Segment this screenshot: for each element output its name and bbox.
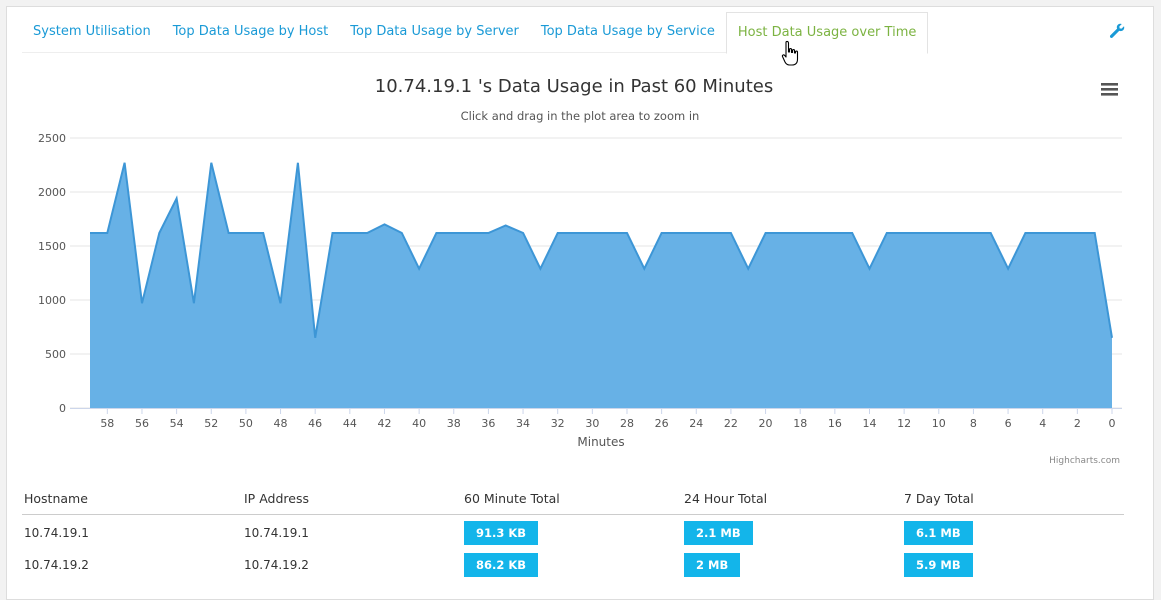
usage-area-series[interactable] [90, 162, 1112, 408]
highcharts-credits-link[interactable]: Highcharts.com [1049, 456, 1120, 466]
tab-bar: System Utilisation Top Data Usage by Hos… [22, 12, 929, 56]
x-tick-label: 26 [655, 417, 669, 430]
menu-bar [1101, 93, 1118, 96]
tab-top-data-usage-by-server[interactable]: Top Data Usage by Server [339, 12, 530, 53]
tab-top-data-usage-by-host[interactable]: Top Data Usage by Host [161, 12, 340, 53]
x-tick-label: 22 [724, 417, 738, 430]
badge-60-minute-total: 91.3 KB [464, 521, 539, 545]
y-tick-label: 500 [45, 348, 66, 361]
x-tick-label: 50 [239, 417, 253, 430]
x-tick-label: 34 [516, 417, 530, 430]
header-hostname[interactable]: Hostname [24, 490, 88, 506]
x-tick-label: 24 [689, 417, 703, 430]
x-tick-label: 42 [377, 417, 391, 430]
usage-line-series[interactable] [90, 162, 1113, 338]
x-tick-label: 58 [100, 417, 114, 430]
badge-7-day-total: 5.9 MB [904, 553, 973, 577]
x-tick-label: 56 [135, 417, 149, 430]
x-axis-ticks: 58 56 54 52 50 48 46 44 42 40 38 36 34 32 30 28 26 24 22 20… [100, 408, 1116, 430]
table-row: 10.74.19.2 10.74.19.2 86.2 KB 2 MB 5.9 M… [22, 551, 1124, 579]
x-tick-label: 8 [970, 417, 977, 430]
x-tick-label: 4 [1039, 417, 1046, 430]
x-tick-label: 38 [447, 417, 461, 430]
chart-subtitle: Click and drag in the plot area to zoom … [461, 109, 700, 123]
x-tick-label: 20 [759, 417, 773, 430]
table-header-row: Hostname IP Address 60 Minute Total 24 H… [22, 482, 1124, 515]
y-tick-label: 0 [59, 402, 66, 415]
x-tick-label: 10 [932, 417, 946, 430]
menu-bar [1101, 83, 1118, 86]
header-60-minute-total[interactable]: 60 Minute Total [464, 490, 560, 506]
y-tick-label: 2000 [38, 186, 66, 199]
chart-title: 10.74.19.1 's Data Usage in Past 60 Minu… [375, 76, 773, 97]
cell-hostname: 10.74.19.2 [24, 558, 89, 572]
x-tick-label: 16 [828, 417, 842, 430]
x-tick-label: 36 [481, 417, 495, 430]
table-row: 10.74.19.1 10.74.19.1 91.3 KB 2.1 MB 6.1… [22, 519, 1124, 547]
badge-60-minute-total: 86.2 KB [464, 553, 539, 577]
x-tick-label: 54 [170, 417, 184, 430]
x-tick-label: 0 [1109, 417, 1116, 430]
x-tick-label: 2 [1074, 417, 1081, 430]
x-tick-label: 44 [343, 417, 357, 430]
cell-ip: 10.74.19.2 [244, 558, 309, 572]
x-tick-label: 32 [551, 417, 565, 430]
x-tick-label: 6 [1005, 417, 1012, 430]
hand-pointer-cursor-icon [781, 40, 799, 66]
x-tick-label: 48 [274, 417, 288, 430]
chart-menu-icon[interactable] [1101, 83, 1118, 96]
menu-bar [1101, 88, 1118, 91]
x-tick-label: 30 [585, 417, 599, 430]
badge-7-day-total: 6.1 MB [904, 521, 973, 545]
x-axis-title: Minutes [577, 435, 624, 449]
x-tick-label: 18 [793, 417, 807, 430]
x-tick-label: 46 [308, 417, 322, 430]
y-tick-label: 1000 [38, 294, 66, 307]
tab-system-utilisation[interactable]: System Utilisation [22, 12, 162, 53]
y-tick-label: 2500 [38, 132, 66, 145]
x-tick-label: 52 [204, 417, 218, 430]
wrench-icon[interactable] [1109, 23, 1125, 39]
y-axis-ticks: 0 500 1000 1500 2000 2500 [38, 132, 66, 415]
header-ip-address[interactable]: IP Address [244, 490, 309, 506]
badge-24-hour-total: 2.1 MB [684, 521, 753, 545]
cell-hostname: 10.74.19.1 [24, 526, 89, 540]
badge-24-hour-total: 2 MB [684, 553, 741, 577]
x-tick-label: 14 [862, 417, 876, 430]
y-tick-label: 1500 [38, 240, 66, 253]
host-usage-table: Hostname IP Address 60 Minute Total 24 H… [22, 482, 1124, 579]
header-7-day-total[interactable]: 7 Day Total [904, 490, 974, 506]
x-tick-label: 28 [620, 417, 634, 430]
x-tick-label: 40 [412, 417, 426, 430]
tab-host-data-usage-over-time[interactable]: Host Data Usage over Time [725, 12, 929, 54]
header-24-hour-total[interactable]: 24 Hour Total [684, 490, 768, 506]
data-usage-area-chart[interactable]: 10.74.19.1 's Data Usage in Past 60 Minu… [0, 62, 1161, 472]
tab-top-data-usage-by-service[interactable]: Top Data Usage by Service [529, 12, 726, 53]
x-tick-label: 12 [897, 417, 911, 430]
cell-ip: 10.74.19.1 [244, 526, 309, 540]
